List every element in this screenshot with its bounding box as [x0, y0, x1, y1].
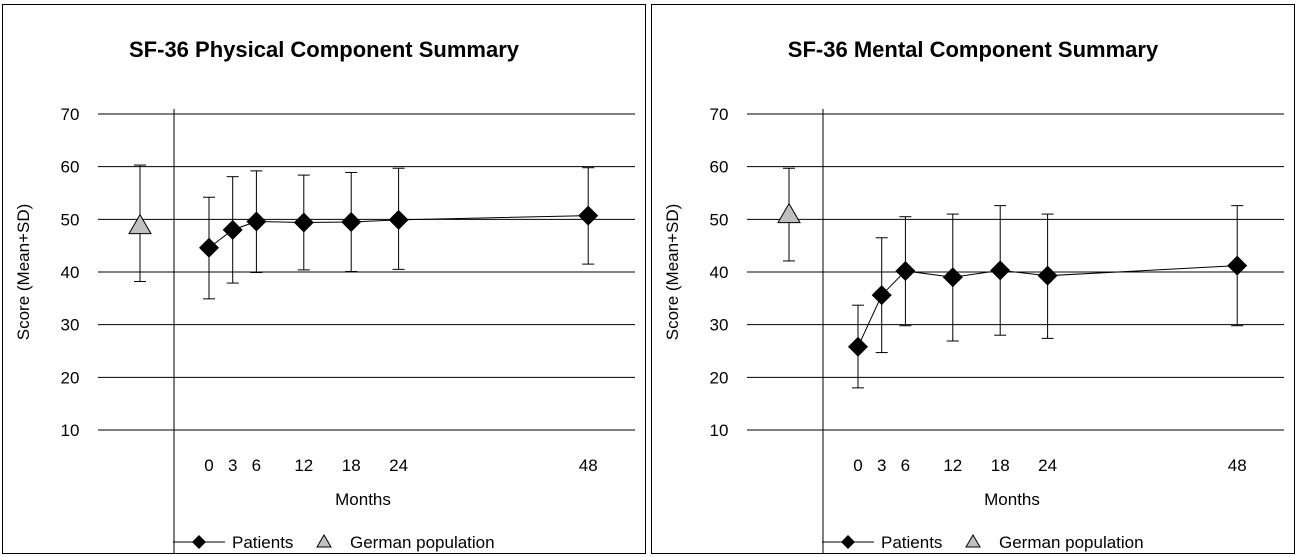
x-axis-label: Months — [984, 490, 1040, 509]
y-tick-label: 30 — [61, 316, 80, 335]
patients-marker — [388, 209, 409, 230]
patients-marker — [341, 211, 362, 232]
legend-patients-marker — [192, 535, 206, 549]
x-tick-label: 0 — [853, 456, 862, 475]
x-tick-label: 3 — [877, 456, 886, 475]
x-tick-label: 48 — [1228, 456, 1247, 475]
chart-title: SF-36 Physical Component Summary — [129, 37, 520, 62]
x-axis-label: Months — [335, 490, 391, 509]
patients-marker — [1037, 265, 1058, 286]
x-tick-label: 18 — [342, 456, 361, 475]
patients-marker — [990, 260, 1011, 281]
x-tick-label: 12 — [294, 456, 313, 475]
x-tick-label: 3 — [228, 456, 237, 475]
patients-marker — [1227, 255, 1248, 276]
patients-marker — [199, 237, 219, 258]
legend-population-marker — [965, 534, 981, 548]
y-axis-label: Score (Mean+SD) — [663, 204, 682, 341]
y-tick-label: 10 — [710, 421, 729, 440]
y-tick-label: 10 — [61, 421, 80, 440]
patients-marker — [578, 205, 599, 226]
x-tick-label: 18 — [991, 456, 1010, 475]
patients-marker — [848, 336, 868, 357]
legend-patients-label: Patients — [881, 533, 942, 552]
y-tick-label: 40 — [710, 263, 729, 282]
x-tick-label: 24 — [389, 456, 408, 475]
y-tick-label: 20 — [710, 368, 729, 387]
patients-marker — [246, 211, 267, 232]
x-tick-label: 24 — [1038, 456, 1057, 475]
patients-marker — [222, 219, 243, 240]
patients-marker — [942, 267, 963, 288]
y-tick-label: 70 — [710, 105, 729, 124]
mental-summary-panel: SF-36 Mental Component Summary 10 20 30 40 50… — [651, 4, 1295, 554]
y-tick-label: 20 — [61, 368, 80, 387]
population-marker — [128, 213, 152, 235]
y-tick-label: 50 — [710, 210, 729, 229]
chart-title: SF-36 Mental Component Summary — [788, 37, 1159, 62]
y-axis-label: Score (Mean+SD) — [14, 204, 33, 341]
physical-summary-panel: SF-36 Physical Component Summary 10 20 30 40… — [2, 4, 646, 554]
legend-patients-label: Patients — [232, 533, 293, 552]
legend-population-label: German population — [350, 533, 495, 552]
chart-svg: SF-36 Physical Component Summary 10 20 30 40… — [14, 37, 635, 553]
patients-marker — [293, 212, 314, 233]
chart-svg: SF-36 Mental Component Summary 10 20 30 40 50… — [663, 37, 1284, 553]
legend-population-marker — [316, 534, 332, 548]
y-tick-label: 70 — [61, 105, 80, 124]
x-tick-label: 0 — [204, 456, 213, 475]
patients-marker — [895, 260, 916, 281]
x-tick-label: 6 — [901, 456, 910, 475]
y-tick-label: 30 — [710, 316, 729, 335]
legend-patients-marker — [841, 535, 855, 549]
y-tick-label: 60 — [61, 158, 80, 177]
x-tick-label: 48 — [579, 456, 598, 475]
population-marker — [777, 202, 801, 224]
y-tick-label: 40 — [61, 263, 80, 282]
y-tick-label: 50 — [61, 210, 80, 229]
patients-marker — [871, 285, 892, 306]
x-tick-label: 6 — [252, 456, 261, 475]
legend-population-label: German population — [999, 533, 1144, 552]
x-tick-label: 12 — [943, 456, 962, 475]
y-tick-label: 60 — [710, 158, 729, 177]
